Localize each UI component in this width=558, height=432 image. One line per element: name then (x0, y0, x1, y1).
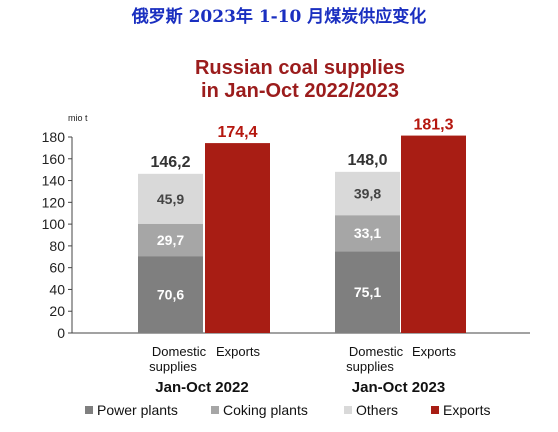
y-tick-label: 100 (42, 216, 66, 232)
bar-segment-coking-plants (335, 215, 400, 252)
data-label-coking-plants: 29,7 (157, 232, 184, 248)
bar-segment-power-plants (335, 251, 400, 333)
data-label-coking-plants: 33,1 (354, 225, 381, 241)
y-tick-label: 140 (42, 173, 66, 189)
bar-segment-power-plants (138, 256, 203, 333)
y-tick-label: 80 (49, 238, 65, 254)
y-tick-label: 40 (49, 281, 65, 297)
y-tick-label: 160 (42, 151, 66, 167)
y-tick-label: 180 (42, 129, 66, 145)
data-label-others: 39,8 (354, 186, 381, 202)
bar-exports (205, 143, 270, 333)
y-tick-label: 0 (57, 325, 65, 341)
bar-segment-others (335, 171, 400, 216)
legend-swatch-coking-plants (211, 406, 219, 414)
bar-segment-others (138, 173, 203, 224)
bar-segment-coking-plants (138, 223, 203, 257)
category-label-domestic: Domestic (349, 344, 404, 359)
legend-swatch-exports (431, 406, 439, 414)
chart-title-line-1: Russian coal supplies (195, 57, 405, 79)
group-label: Jan-Oct 2022 (155, 379, 248, 396)
page-banner: 俄罗斯 2023年 1-10 月煤炭供应变化 (131, 7, 427, 27)
data-label-others: 45,9 (157, 191, 184, 207)
category-label-exports: Exports (216, 344, 261, 359)
data-label-exports: 181,3 (413, 117, 453, 134)
legend-label-coking-plants: Coking plants (223, 402, 308, 418)
data-label-power-plants: 75,1 (354, 284, 381, 300)
chart-title-line-2: in Jan-Oct 2022/2023 (201, 80, 399, 102)
bar-exports (401, 135, 466, 333)
legend-label-exports: Exports (443, 402, 490, 418)
data-label-power-plants: 70,6 (157, 287, 184, 303)
y-axis-unit-label: mio t (68, 113, 88, 123)
data-label-domestic-total: 146,2 (150, 154, 190, 171)
legend-swatch-power-plants (85, 406, 93, 414)
legend-swatch-others (344, 406, 352, 414)
category-label-domestic: Domestic (152, 344, 207, 359)
y-tick-label: 120 (42, 194, 66, 210)
category-label-exports: Exports (412, 344, 457, 359)
legend-label-others: Others (356, 402, 398, 418)
y-tick-label: 60 (49, 260, 65, 276)
y-tick-label: 20 (49, 303, 65, 319)
data-label-exports: 174,4 (217, 124, 257, 141)
data-label-domestic-total: 148,0 (347, 152, 387, 169)
category-label-domestic-line2: supplies (149, 359, 197, 374)
category-label-domestic-line2: supplies (346, 359, 394, 374)
legend-label-power-plants: Power plants (97, 402, 178, 418)
group-label: Jan-Oct 2023 (352, 379, 445, 396)
